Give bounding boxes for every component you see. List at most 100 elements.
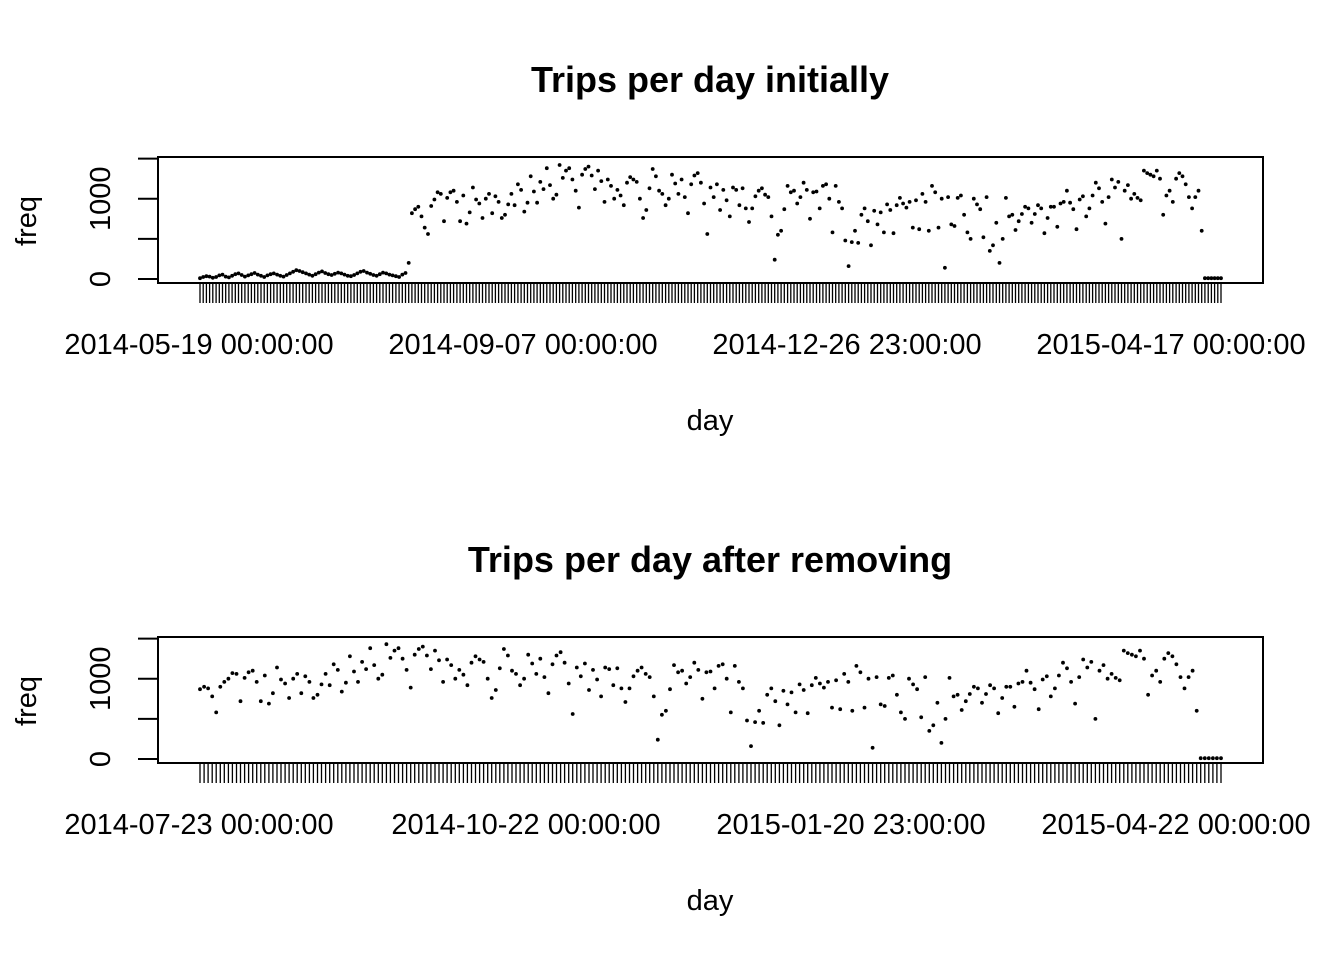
data-point	[217, 273, 222, 278]
data-point	[773, 699, 778, 704]
x-tick-label: 2015-04-22 00:00:00	[1041, 809, 1310, 841]
data-point	[603, 665, 608, 670]
data-point	[1093, 180, 1098, 185]
data-point	[647, 186, 652, 191]
data-point	[850, 708, 855, 713]
data-point	[846, 680, 851, 684]
data-point	[663, 203, 668, 208]
data-point	[1008, 684, 1013, 689]
data-point	[233, 272, 238, 277]
data-point	[686, 211, 690, 216]
data-point	[763, 192, 767, 197]
data-point	[239, 273, 244, 277]
data-point	[376, 676, 381, 681]
data-point	[804, 188, 809, 192]
data-point	[1196, 188, 1201, 193]
data-point	[1199, 228, 1204, 233]
data-point	[1109, 177, 1114, 182]
data-point	[327, 683, 332, 688]
data-point	[218, 684, 223, 689]
data-point	[1154, 168, 1159, 173]
data-point	[695, 171, 700, 176]
data-point	[595, 677, 599, 682]
y-tick-label: 1000	[85, 646, 117, 711]
data-point	[1215, 276, 1220, 281]
data-point	[975, 202, 979, 207]
data-point	[625, 180, 629, 185]
data-point	[984, 195, 989, 200]
data-point	[512, 203, 517, 208]
data-point	[724, 198, 729, 203]
data-point	[972, 684, 976, 689]
data-point	[1068, 200, 1072, 205]
data-point	[1206, 756, 1211, 761]
data-point	[548, 183, 552, 188]
data-point	[326, 272, 331, 277]
data-point	[1187, 195, 1191, 200]
data-point	[1142, 168, 1146, 173]
data-point	[682, 195, 687, 200]
data-point	[1000, 696, 1005, 700]
data-point	[1178, 675, 1183, 679]
data-point	[465, 683, 470, 688]
data-point	[696, 668, 701, 672]
data-point	[259, 273, 263, 278]
data-point	[297, 269, 302, 273]
data-point	[782, 207, 787, 212]
data-point	[647, 675, 652, 679]
data-point	[583, 167, 588, 171]
data-point	[1150, 673, 1154, 678]
data-point	[859, 212, 864, 217]
data-point	[688, 675, 693, 679]
data-point	[797, 682, 802, 687]
data-point	[506, 202, 511, 207]
data-point	[1121, 648, 1126, 653]
data-point	[878, 210, 883, 215]
data-point	[566, 681, 571, 686]
y-axis: 0 1000	[85, 637, 159, 767]
data-point	[874, 675, 879, 679]
data-point	[1007, 214, 1011, 219]
data-point	[702, 201, 706, 206]
data-point	[352, 669, 356, 674]
data-point	[432, 197, 437, 202]
data-point	[356, 680, 360, 684]
data-point	[1048, 694, 1053, 699]
data-point	[901, 201, 905, 206]
data-point	[745, 718, 749, 723]
data-point	[930, 184, 934, 188]
data-point	[580, 172, 584, 177]
data-point	[611, 683, 616, 688]
data-point	[886, 676, 891, 680]
bottom-chart-panel: Trips per day after removing day freq 0 1…	[11, 539, 1311, 917]
data-point	[400, 656, 405, 661]
data-point	[388, 656, 393, 660]
data-point	[299, 691, 304, 696]
data-point	[404, 668, 409, 672]
data-point	[1071, 207, 1076, 212]
data-point	[1084, 214, 1089, 219]
data-point	[1135, 196, 1140, 200]
data-point	[779, 228, 783, 233]
data-point	[1045, 216, 1050, 220]
data-point	[631, 177, 636, 182]
data-point	[842, 672, 847, 676]
data-point	[502, 647, 506, 651]
data-point	[591, 668, 595, 672]
data-point	[959, 708, 964, 712]
data-point	[805, 711, 810, 716]
data-point	[534, 672, 539, 676]
data-point	[281, 274, 286, 279]
data-point	[493, 688, 498, 692]
data-point	[384, 642, 389, 647]
data-point	[651, 694, 656, 699]
data-point	[396, 646, 401, 651]
data-point	[469, 660, 474, 665]
data-point	[765, 692, 770, 697]
y-tick-label: 1000	[85, 166, 117, 231]
data-point	[497, 666, 502, 671]
data-point	[287, 696, 291, 700]
data-point	[718, 208, 722, 212]
data-point	[664, 708, 668, 713]
data-point	[968, 237, 973, 241]
